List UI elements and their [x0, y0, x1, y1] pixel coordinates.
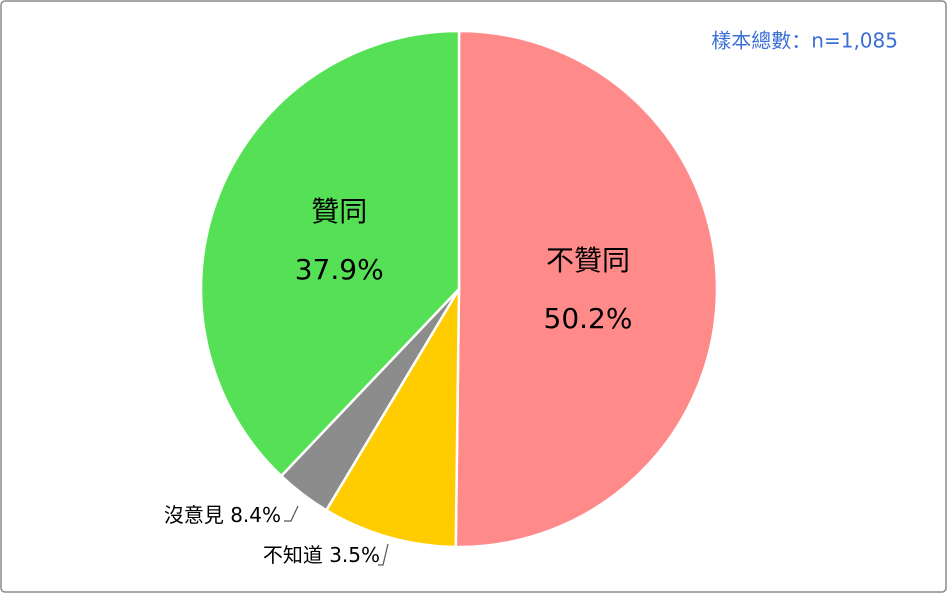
pie-slice: [199, 29, 461, 478]
annotation: 樣本總數：n=1,085: [711, 29, 898, 53]
pie-slice: [324, 284, 461, 549]
leader-line: [284, 505, 299, 522]
slice-label: 不知道 3.5%: [263, 543, 380, 567]
category-label: 不知道: [263, 543, 323, 567]
value-label: 37.9%: [295, 253, 384, 286]
value-label: 50.2%: [544, 302, 633, 335]
value-label: 3.5%: [329, 543, 380, 567]
leader-line: [378, 543, 389, 566]
category-label: 沒意見: [164, 503, 224, 527]
value-label: 8.4%: [230, 503, 281, 527]
slice-label: 不贊同: [546, 244, 630, 277]
pie-slice: [454, 29, 719, 549]
slice-label: 贊同: [311, 195, 367, 228]
slice-label: 沒意見 8.4%: [164, 503, 281, 527]
